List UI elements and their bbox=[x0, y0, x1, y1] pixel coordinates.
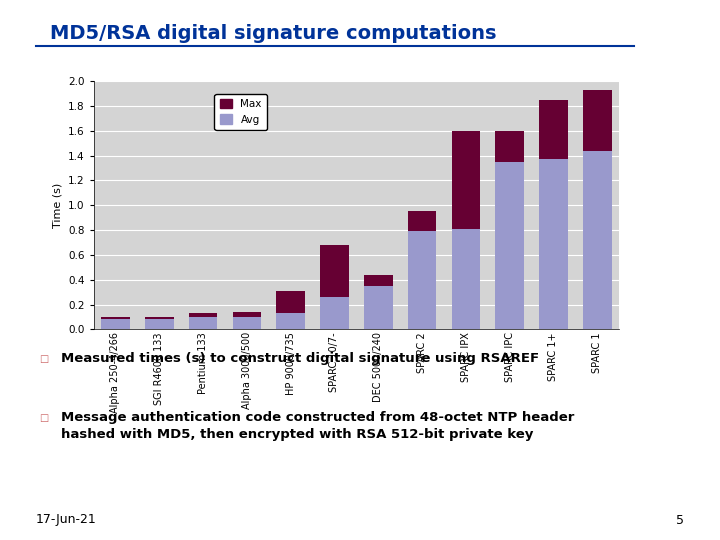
Bar bbox=[408, 231, 436, 329]
Text: □: □ bbox=[40, 354, 49, 364]
Bar bbox=[189, 313, 217, 317]
Bar bbox=[539, 99, 568, 159]
Bar bbox=[102, 320, 130, 329]
Bar bbox=[189, 317, 217, 329]
Bar bbox=[233, 312, 261, 317]
Bar bbox=[495, 131, 524, 161]
Bar bbox=[495, 161, 524, 329]
Bar bbox=[408, 211, 436, 231]
Text: 17-Jun-21: 17-Jun-21 bbox=[36, 514, 96, 526]
Y-axis label: Time (s): Time (s) bbox=[53, 183, 63, 228]
Bar bbox=[451, 229, 480, 329]
Bar bbox=[320, 297, 348, 329]
Bar bbox=[451, 131, 480, 229]
Text: 5: 5 bbox=[676, 514, 684, 526]
Bar bbox=[539, 159, 568, 329]
Text: MD5/RSA digital signature computations: MD5/RSA digital signature computations bbox=[50, 24, 497, 43]
Bar bbox=[145, 317, 174, 320]
Bar bbox=[583, 151, 611, 329]
Bar bbox=[583, 90, 611, 151]
Bar bbox=[276, 291, 305, 313]
Bar bbox=[276, 313, 305, 329]
Text: □: □ bbox=[40, 413, 49, 423]
Bar bbox=[102, 317, 130, 320]
Text: Message authentication code constructed from 48-octet NTP header
hashed with MD5: Message authentication code constructed … bbox=[61, 411, 575, 442]
Bar bbox=[364, 286, 392, 329]
Bar bbox=[145, 320, 174, 329]
Bar bbox=[233, 317, 261, 329]
Bar bbox=[364, 275, 392, 286]
Legend: Max, Avg: Max, Avg bbox=[215, 93, 267, 130]
Text: Measured times (s) to construct digital signature using RSAREF: Measured times (s) to construct digital … bbox=[61, 352, 539, 365]
Bar bbox=[320, 245, 348, 297]
